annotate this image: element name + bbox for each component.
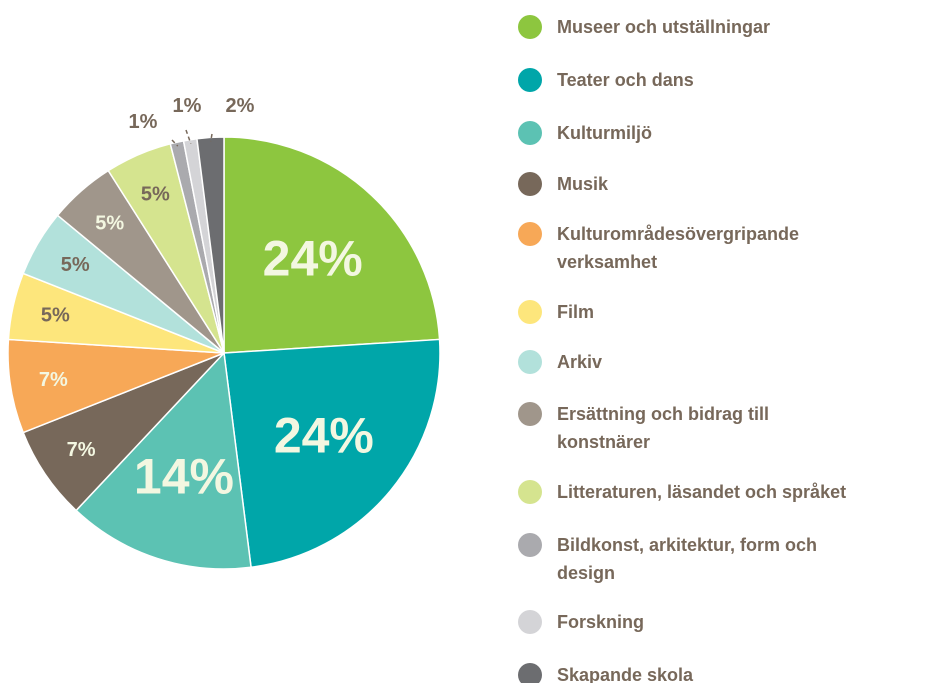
legend-label: Litteraturen, läsandet och språket: [557, 482, 847, 502]
legend-label: Kulturområdesövergripande verksamhet: [557, 224, 800, 272]
value-label: 24%: [274, 408, 374, 464]
leader-line: [209, 133, 213, 142]
legend-swatch: [518, 480, 542, 504]
value-label: 1%: [129, 111, 158, 133]
legend-label: Arkiv: [557, 352, 603, 372]
legend-label: Forskning: [557, 612, 645, 632]
legend-swatch: [518, 610, 542, 634]
legend-swatch: [518, 663, 542, 683]
value-label: 24%: [263, 231, 363, 287]
legend-swatch: [518, 68, 542, 92]
leader-line: [185, 129, 192, 144]
value-label: 7%: [67, 439, 96, 461]
legend-label: Ersättning och bidrag till konstnärer: [557, 404, 770, 452]
legend-label: Teater och dans: [557, 70, 694, 90]
legend-label: Skapande skola: [557, 665, 694, 683]
pie-slice: [75, 351, 252, 570]
legend-label: Kulturmiljö: [557, 123, 652, 143]
pie-slice: [196, 136, 225, 354]
leader-line: [171, 139, 179, 147]
legend-swatch: [518, 121, 542, 145]
legend-swatch: [518, 300, 542, 324]
legend-swatch: [518, 350, 542, 374]
value-label: 5%: [141, 183, 170, 205]
pie-slice: [223, 136, 441, 354]
legend-label: Musik: [557, 174, 609, 194]
legend-swatch: [518, 222, 542, 246]
legend-swatch: [518, 533, 542, 557]
value-label: 1%: [173, 95, 202, 117]
value-label: 2%: [226, 95, 255, 117]
value-label: 5%: [41, 304, 70, 326]
legend-swatch: [518, 172, 542, 196]
legend-label: Film: [557, 302, 595, 322]
value-label: 5%: [61, 254, 90, 276]
value-label: 14%: [134, 448, 234, 504]
legend-label: Museer och utställningar: [557, 17, 771, 37]
value-label: 7%: [39, 369, 68, 391]
legend-swatch: [518, 15, 542, 39]
value-label: 5%: [95, 212, 124, 234]
pie-slice: [223, 338, 441, 569]
legend-swatch: [518, 402, 542, 426]
legend-label: Bildkonst, arkitektur, form och design: [557, 535, 818, 583]
